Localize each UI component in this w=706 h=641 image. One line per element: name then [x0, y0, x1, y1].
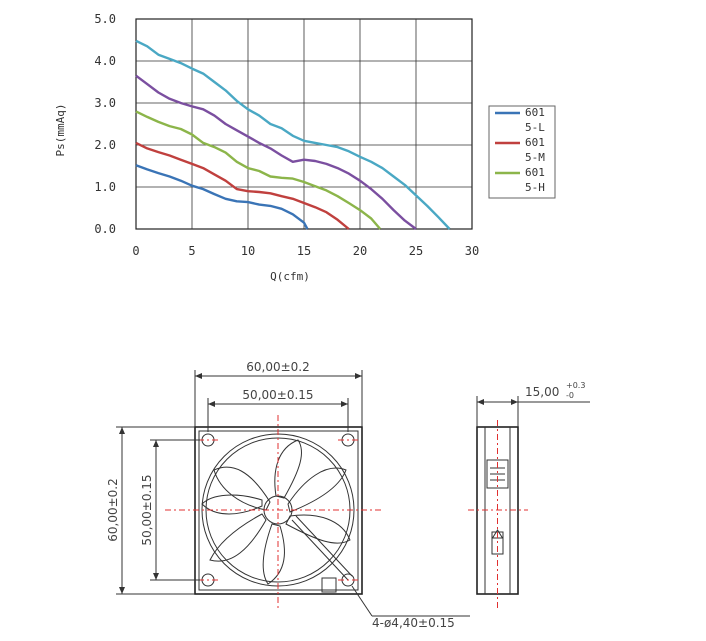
series-line-1 — [135, 141, 350, 230]
x-tick-labels: 0 5 10 15 20 25 30 — [132, 244, 479, 258]
side-label-sticker — [486, 459, 509, 489]
series-line-2 — [135, 110, 382, 230]
series-line-0 — [135, 164, 309, 230]
legend-label: 601 — [525, 136, 545, 149]
x-axis-label: Q(cfm) — [270, 270, 310, 283]
y-tick-labels: 0.0 1.0 2.0 3.0 4.0 5.0 — [94, 12, 116, 236]
inner-width-label: 50,00±0.15 — [242, 388, 313, 402]
x-tick-label: 10 — [241, 244, 255, 258]
legend-label: 601 — [525, 166, 545, 179]
fan-blades — [201, 439, 351, 585]
dimension-inner-height: 50,00±0.15 — [140, 439, 200, 581]
x-tick-label: 25 — [409, 244, 423, 258]
y-tick-label: 3.0 — [94, 96, 116, 110]
inner-height-label: 50,00±0.15 — [140, 474, 154, 545]
y-tick-label: 0.0 — [94, 222, 116, 236]
y-tick-label: 2.0 — [94, 138, 116, 152]
pq-chart: 0.0 1.0 2.0 3.0 4.0 5.0 0 5 10 15 20 25 30 Q(cfm) P… — [54, 12, 556, 283]
outer-width-label: 60,00±0.2 — [246, 360, 310, 374]
legend-label: 5-H — [525, 181, 545, 194]
y-tick-label: 1.0 — [94, 180, 116, 194]
x-tick-label: 0 — [132, 244, 139, 258]
dimension-thickness: 15,00 +0.3 -0 — [476, 381, 590, 427]
series-line-4 — [135, 39, 451, 230]
thickness-tol-lower: -0 — [566, 391, 574, 400]
outer-height-label: 60,00±0.2 — [106, 478, 120, 542]
legend-label: 5-M — [525, 151, 545, 164]
hole-spec-label: 4-ø4,40±0.15 — [372, 616, 455, 630]
y-tick-label: 4.0 — [94, 54, 116, 68]
x-tick-label: 20 — [353, 244, 367, 258]
legend-label: 601 — [525, 106, 545, 119]
thickness-label: 15,00 — [525, 385, 559, 399]
thickness-tol-upper: +0.3 — [566, 381, 585, 390]
chart-legend: 601 5-L 601 5-M 601 5-H — [488, 105, 556, 199]
cable-exit — [321, 577, 337, 593]
chart-grid — [135, 18, 473, 230]
fan-front-view — [165, 415, 382, 608]
fan-side-view — [468, 420, 528, 608]
y-tick-label: 5.0 — [94, 12, 116, 26]
dimension-inner-width: 50,00±0.15 — [207, 388, 349, 432]
x-tick-label: 5 — [188, 244, 195, 258]
fan-strut — [291, 515, 353, 581]
dimension-outer-width: 60,00±0.2 — [194, 360, 363, 427]
series-lines — [135, 39, 451, 230]
y-axis-label: Ps(mmAq) — [54, 104, 67, 157]
legend-label: 5-L — [525, 121, 545, 134]
fan-dimension-drawing: 60,00±0.2 50,00±0.15 60,00±0.2 50,00±0.1… — [106, 360, 590, 630]
series-line-3 — [135, 74, 417, 230]
x-tick-label: 30 — [465, 244, 479, 258]
hole-callout: 4-ø4,40±0.15 — [351, 585, 470, 630]
x-tick-label: 15 — [297, 244, 311, 258]
legend-box — [488, 105, 556, 199]
dimension-outer-height: 60,00±0.2 — [106, 426, 195, 595]
